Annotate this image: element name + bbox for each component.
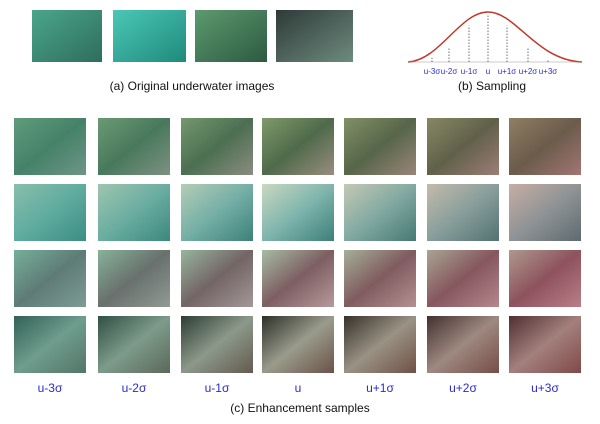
column-label: u+1σ <box>366 381 394 395</box>
sample-label: u+3σ <box>539 67 558 76</box>
image-tint <box>509 118 581 175</box>
image-tint <box>427 184 499 241</box>
image-tint <box>14 184 86 241</box>
sample-label: u <box>486 67 490 76</box>
image <box>14 184 86 241</box>
column-label: u <box>295 381 302 395</box>
image <box>181 316 253 373</box>
image-tint <box>509 316 581 373</box>
image-tint <box>427 118 499 175</box>
image-tint <box>98 250 170 307</box>
column-label: u+2σ <box>449 381 477 395</box>
image-tint <box>181 118 253 175</box>
sample-label: u-2σ <box>441 67 458 76</box>
image <box>195 10 267 62</box>
image-tint <box>98 118 170 175</box>
image-tint <box>98 316 170 373</box>
image <box>427 250 499 307</box>
image <box>14 250 86 307</box>
column-label: u-3σ <box>38 381 63 395</box>
image <box>344 316 416 373</box>
image <box>98 250 170 307</box>
image <box>427 316 499 373</box>
image-tint <box>181 184 253 241</box>
caption: (b) Sampling <box>458 79 526 93</box>
sample-label: u-3σ <box>424 67 441 76</box>
image <box>344 118 416 175</box>
sample-label: u+2σ <box>519 67 538 76</box>
sample-label: u-1σ <box>461 67 478 76</box>
image-tint <box>344 250 416 307</box>
image <box>98 184 170 241</box>
image <box>98 118 170 175</box>
image <box>509 250 581 307</box>
image-tint <box>98 184 170 241</box>
caption: (c) Enhancement samples <box>230 401 369 415</box>
image <box>509 316 581 373</box>
image-tint <box>344 118 416 175</box>
image-tint <box>14 118 86 175</box>
image <box>14 118 86 175</box>
image <box>14 316 86 373</box>
image-tint <box>509 184 581 241</box>
image <box>509 184 581 241</box>
image-tint <box>181 250 253 307</box>
image-tint <box>14 316 86 373</box>
image <box>276 10 353 62</box>
image <box>181 250 253 307</box>
image-tint <box>344 184 416 241</box>
sample-label: u+1σ <box>498 67 517 76</box>
original-images <box>32 10 353 62</box>
image <box>262 184 334 241</box>
caption: (a) Original underwater images <box>110 79 275 93</box>
image <box>344 250 416 307</box>
image <box>113 10 186 62</box>
image <box>509 118 581 175</box>
image-tint <box>427 250 499 307</box>
image <box>181 118 253 175</box>
image-tint <box>14 250 86 307</box>
image-tint <box>509 250 581 307</box>
bell-curve <box>407 11 583 63</box>
image <box>181 184 253 241</box>
image <box>262 250 334 307</box>
image <box>32 10 102 62</box>
image <box>427 184 499 241</box>
image <box>262 118 334 175</box>
image <box>98 316 170 373</box>
column-label: u-2σ <box>122 381 147 395</box>
image-tint <box>427 316 499 373</box>
image <box>427 118 499 175</box>
image <box>262 316 334 373</box>
column-label: u-1σ <box>205 381 230 395</box>
column-label: u+3σ <box>531 381 559 395</box>
image-tint <box>344 316 416 373</box>
image-tint <box>181 316 253 373</box>
image <box>344 184 416 241</box>
